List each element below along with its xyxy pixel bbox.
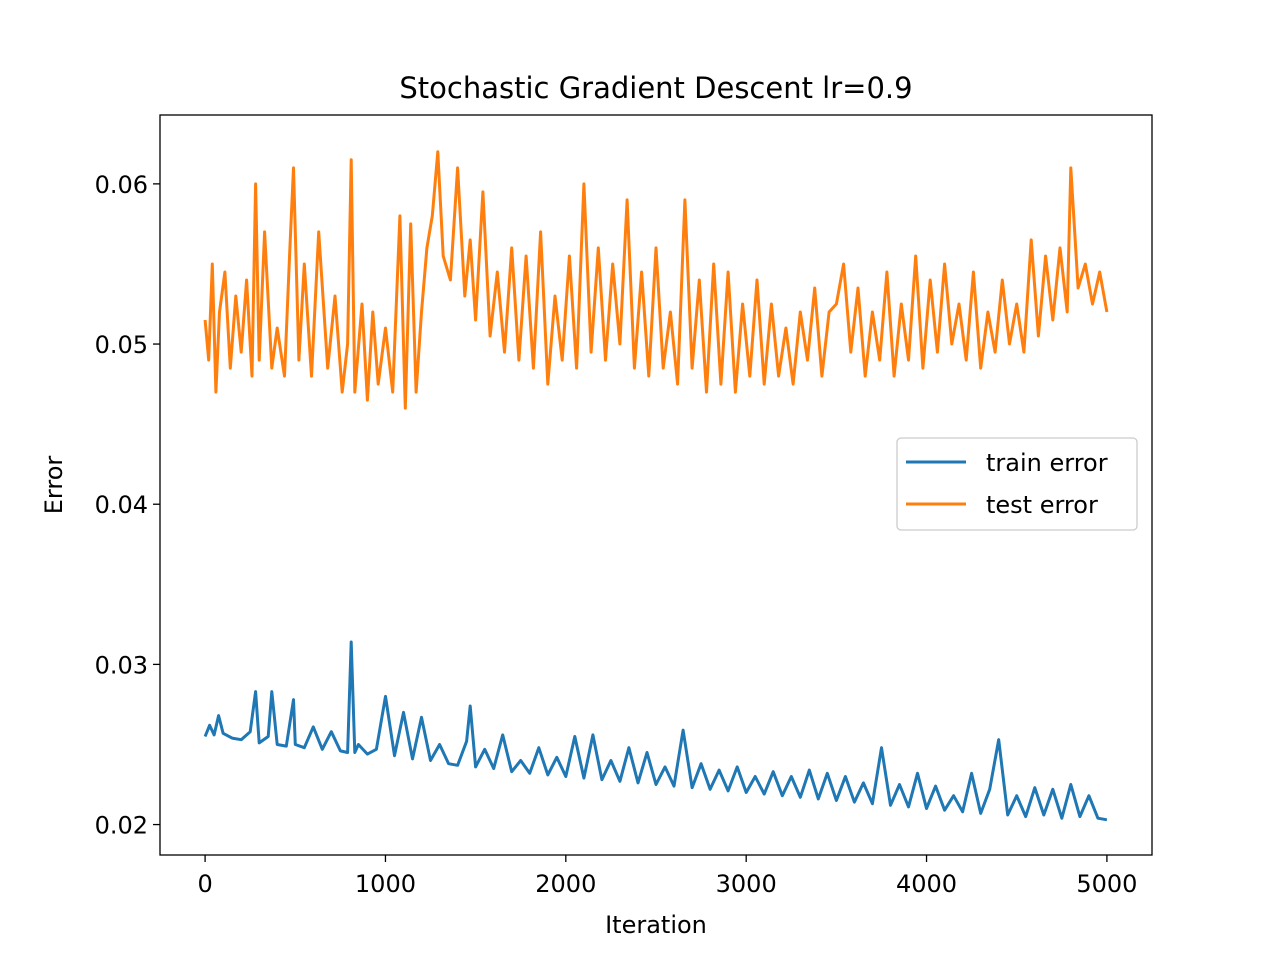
y-tick-label: 0.06 [95,171,148,199]
series-layer [203,150,1109,822]
x-tick-label: 2000 [535,870,596,898]
y-tick-label: 0.04 [95,491,148,519]
legend: train error test error [896,437,1138,531]
x-axis: 0 1000 2000 3000 4000 5000 [197,855,1137,898]
y-axis: 0.02 0.03 0.04 0.05 0.06 [95,171,160,840]
legend-label-train-error: train error [986,449,1108,477]
x-tick-label: 3000 [716,870,777,898]
plot-frame [159,114,1153,856]
y-tick-label: 0.02 [95,812,148,840]
y-tick-label: 0.05 [95,331,148,359]
series-line-train-error [203,640,1108,822]
x-tick-label: 5000 [1076,870,1137,898]
x-tick-label: 0 [197,870,212,898]
x-tick-label: 1000 [355,870,416,898]
x-tick-label: 4000 [896,870,957,898]
chart-title: Stochastic Gradient Descent lr=0.9 [399,71,912,105]
y-axis-label: Error [40,456,68,515]
series-line-test-error [203,150,1109,410]
legend-label-test-error: test error [986,491,1098,519]
y-tick-label: 0.03 [95,651,148,679]
x-axis-label: Iteration [605,911,707,939]
